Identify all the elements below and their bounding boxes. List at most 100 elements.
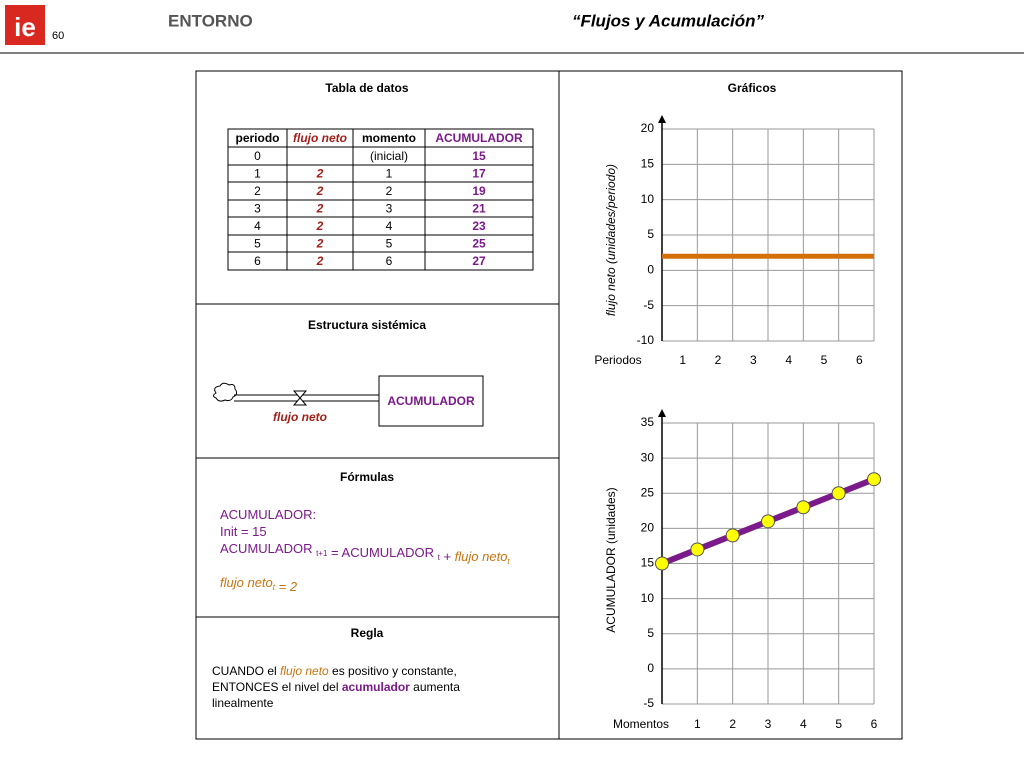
x-axis-label: Periodos (594, 353, 641, 367)
y-tick-label: 5 (647, 227, 654, 241)
column-header: momento (362, 131, 416, 145)
panel-title: Regla (351, 626, 384, 640)
text-span: flujo neto (280, 664, 329, 678)
text-span: linealmente (212, 696, 274, 710)
table-cell: 2 (386, 184, 393, 198)
point (725, 528, 740, 543)
text-span: t (438, 553, 441, 562)
y-tick-label: 35 (641, 415, 655, 429)
table-cell: 2 (316, 219, 324, 233)
text-span: flujo neto (455, 549, 508, 564)
text-line: Init = 15 (220, 524, 267, 539)
table-cell: 19 (472, 184, 486, 198)
table-cell: 27 (472, 254, 486, 268)
cloud (213, 382, 238, 402)
table-cell: (inicial) (370, 149, 408, 163)
text-line: flujo netot = 2 (220, 575, 298, 594)
column-header: ACUMULADOR (435, 131, 523, 145)
table-cell: 2 (316, 254, 324, 268)
text-span: aumenta (410, 680, 460, 694)
point (655, 556, 669, 571)
y-axis-label: flujo neto (unidades/periodo) (604, 164, 618, 316)
x-tick-label: 6 (856, 353, 863, 367)
section: ENTORNO (168, 11, 253, 30)
text-span: + (440, 549, 455, 564)
frame (195, 70, 903, 740)
table-cell: 3 (386, 202, 393, 216)
text-line: CUANDO el flujo neto es positivo y const… (212, 664, 457, 678)
valve (292, 390, 308, 406)
text-span: ENTONCES el nivel del (212, 680, 342, 694)
table-cell: 3 (254, 202, 261, 216)
table-cell: 1 (386, 167, 393, 181)
table-cell: 17 (472, 167, 486, 181)
y-tick-label: 15 (641, 556, 655, 570)
y-tick-label: 10 (641, 192, 655, 206)
y-tick-label: 5 (647, 626, 654, 640)
text-span: acumulador (342, 680, 410, 694)
table-cell: 2 (316, 237, 324, 251)
panel-title: Gráficos (728, 81, 777, 95)
slide-title: “Flujos y Acumulación” (572, 11, 765, 30)
x-tick-label: 6 (871, 717, 878, 731)
text-span: Init = 15 (220, 524, 267, 539)
point (831, 486, 846, 501)
y-tick-label: -5 (643, 298, 654, 312)
logo (5, 5, 45, 45)
x-tick-label: 4 (800, 717, 807, 731)
point (867, 472, 881, 487)
panel-title: Fórmulas (340, 470, 394, 484)
axis-arrow (658, 409, 666, 417)
y-tick-label: 30 (641, 450, 655, 464)
table-cell: 23 (472, 219, 486, 233)
table-cell: 2 (254, 184, 261, 198)
text-span: ACUMULADOR: (220, 507, 316, 522)
x-axis-label: Momentos (613, 717, 669, 731)
x-tick-label: 1 (694, 717, 701, 731)
y-tick-label: 15 (641, 157, 655, 171)
x-tick-label: 5 (835, 717, 842, 731)
table-cell: 4 (386, 219, 393, 233)
text-span: = ACUMULADOR (327, 545, 437, 560)
point (796, 500, 811, 515)
y-tick-label: 25 (641, 485, 655, 499)
text-span: es positivo y constante, (329, 664, 457, 678)
text-span: t+1 (316, 549, 328, 558)
x-tick-label: 2 (729, 717, 736, 731)
table-cell: 6 (254, 254, 261, 268)
point (690, 542, 705, 557)
logo-text: ie (14, 12, 36, 42)
y-tick-label: 10 (641, 591, 655, 605)
table-cell: 6 (386, 254, 393, 268)
text-line: ACUMULADOR t+1 = ACUMULADOR t + flujo ne… (220, 541, 510, 566)
column-header: periodo (236, 131, 280, 145)
y-axis-label: ACUMULADOR (unidades) (604, 487, 618, 632)
x-tick-label: 1 (679, 353, 686, 367)
x-tick-label: 4 (785, 353, 792, 367)
table-cell: 25 (472, 237, 486, 251)
panel-title: Tabla de datos (325, 81, 408, 95)
text-line: ACUMULADOR: (220, 507, 316, 522)
y-tick-label: 20 (641, 121, 655, 135)
x-tick-label: 5 (821, 353, 828, 367)
y-tick-label: -5 (643, 696, 654, 710)
stock-label: ACUMULADOR (387, 394, 475, 408)
table-cell: 15 (472, 149, 486, 163)
column-header: flujo neto (293, 131, 347, 145)
x-tick-label: 2 (715, 353, 722, 367)
text-span: flujo neto (220, 575, 273, 590)
table-cell: 2 (316, 184, 324, 198)
y-tick-label: 20 (641, 521, 655, 535)
table-cell: 4 (254, 219, 261, 233)
text-line: linealmente (212, 696, 274, 710)
text-span: ACUMULADOR (220, 541, 316, 556)
x-tick-label: 3 (765, 717, 772, 731)
text-span: CUANDO el (212, 664, 280, 678)
y-tick-label: 0 (647, 661, 654, 675)
panel-title: Estructura sistémica (308, 318, 426, 332)
table-cell: 21 (472, 202, 486, 216)
text-span: t (273, 583, 276, 592)
x-tick-label: 3 (750, 353, 757, 367)
page-number: 60 (52, 30, 64, 42)
